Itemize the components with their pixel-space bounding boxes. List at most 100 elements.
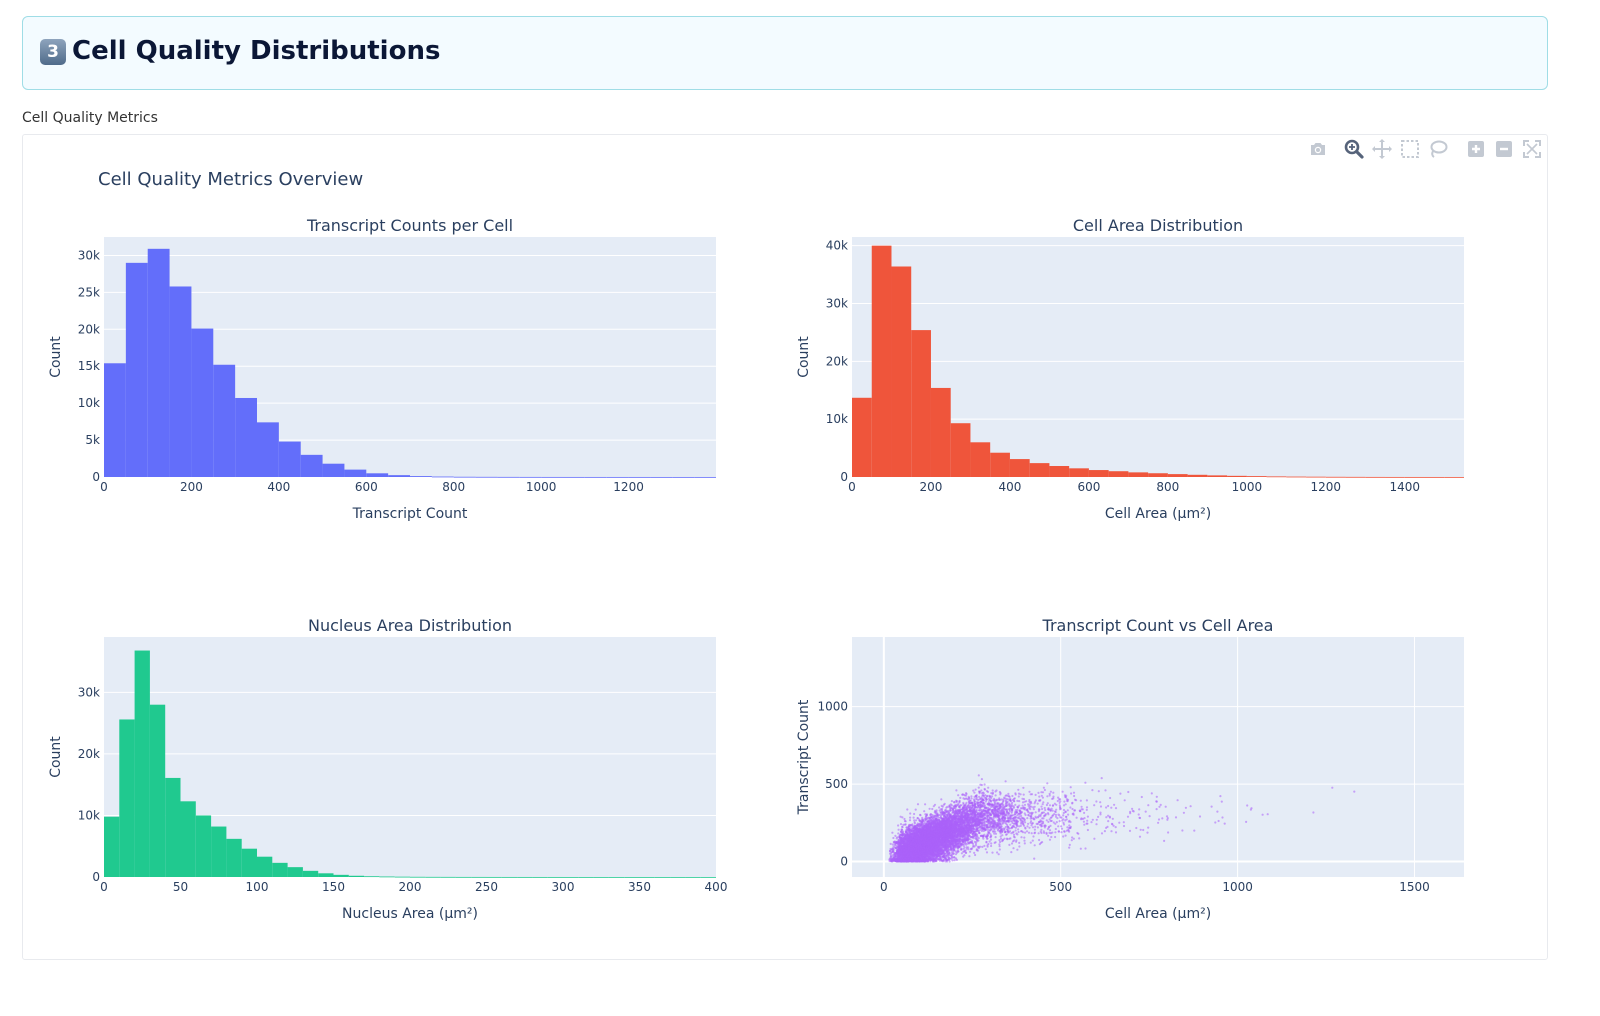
camera-icon[interactable] (1306, 137, 1330, 161)
scatter-point (1155, 795, 1158, 798)
scatter-point (888, 849, 892, 853)
histogram-bar (1187, 474, 1208, 477)
scatter-point (983, 783, 986, 786)
x-tick-label: 150 (322, 880, 345, 894)
scatter-point (1004, 799, 1008, 802)
histogram-bar (639, 876, 655, 878)
scatter-point (1022, 786, 1025, 789)
scatter-point (1137, 813, 1140, 816)
scatter-point (998, 845, 1001, 848)
scatter-point (1142, 828, 1145, 832)
histogram-bar (364, 876, 380, 878)
zoom-out-icon[interactable] (1492, 137, 1516, 161)
scatter-point (1012, 830, 1015, 834)
zoom-in-icon[interactable] (1464, 137, 1488, 161)
scatter-point (959, 796, 962, 800)
histogram-bar (235, 397, 257, 477)
scatter-point (1023, 842, 1026, 845)
histogram-bar (519, 476, 542, 478)
scatter-point (1078, 809, 1081, 812)
histogram-bar (497, 476, 520, 478)
scatter-point (1091, 818, 1094, 821)
y-axis-title: Count (796, 336, 812, 378)
scatter-point (1008, 808, 1011, 811)
histogram-bar (911, 330, 931, 477)
histogram-bar (211, 826, 227, 877)
scatter-point (1050, 835, 1053, 839)
autoscale-icon[interactable] (1520, 137, 1544, 161)
scatter-point (1014, 826, 1018, 829)
scatter-point (1127, 790, 1130, 794)
pan-icon[interactable] (1370, 137, 1394, 161)
scatter-point (1000, 827, 1004, 831)
scatter-point (1219, 795, 1222, 798)
scatter-point (1086, 822, 1089, 825)
scatter-point (902, 823, 905, 827)
scatter-point (1155, 808, 1158, 811)
x-tick-label: 600 (1077, 480, 1100, 494)
scatter-point (1011, 821, 1014, 825)
histogram-bar (1069, 468, 1089, 477)
scatter-point (1066, 800, 1069, 803)
lasso-select-icon[interactable] (1426, 137, 1450, 161)
subplot-title: Nucleus Area Distribution (308, 616, 512, 635)
scatter-point (1086, 815, 1089, 818)
scatter-point (981, 845, 984, 849)
scatter-point (1000, 837, 1003, 840)
x-tick-label: 200 (180, 480, 203, 494)
scatter-point (1054, 822, 1057, 825)
scatter-point (1114, 831, 1118, 834)
scatter-point (1157, 821, 1160, 824)
scatter-point (1009, 820, 1012, 823)
subplot-title: Transcript Counts per Cell (306, 216, 513, 235)
scatter-point (1004, 780, 1007, 783)
scatter-point (1055, 808, 1058, 811)
histogram-bar (1385, 476, 1405, 478)
scatter-point (940, 804, 943, 808)
scatter-point (995, 789, 998, 792)
histogram-bar (608, 876, 625, 878)
scatter-point (909, 812, 912, 815)
histogram-bar (147, 248, 170, 477)
x-axis-title: Transcript Count (352, 506, 468, 522)
scatter-point (1018, 804, 1021, 807)
histogram-bar (628, 476, 651, 478)
histogram-bar (547, 876, 563, 878)
scatter-point (983, 833, 986, 836)
histogram-bar (425, 876, 441, 878)
scatter-point (891, 843, 894, 846)
scatter-point (1039, 830, 1042, 833)
scatter-point (986, 790, 990, 794)
histogram-bar (1345, 476, 1366, 478)
scatter-point (936, 812, 939, 815)
scatter-point (1085, 799, 1088, 802)
scatter-point (1097, 790, 1100, 793)
scatter-point (984, 848, 987, 851)
box-select-icon[interactable] (1398, 137, 1422, 161)
scatter-point (1008, 795, 1011, 798)
section-title: Cell Quality Distributions (72, 36, 441, 66)
histogram-bar (852, 397, 872, 477)
scatter-point (1017, 830, 1020, 834)
scatter-point (957, 802, 960, 806)
scatter-point (897, 828, 900, 831)
scatter-point (1049, 790, 1052, 793)
scatter-point (1062, 808, 1066, 812)
scatter-point (1071, 807, 1074, 811)
zoom-icon[interactable] (1342, 137, 1366, 161)
scatter-point (899, 815, 902, 818)
histogram-bar (348, 875, 365, 877)
scatter-point (1024, 813, 1027, 817)
scatter-point (1073, 809, 1076, 812)
x-tick-label: 500 (1049, 880, 1072, 894)
histogram-bar (1128, 472, 1149, 477)
x-tick-label: 1000 (1222, 880, 1253, 894)
x-tick-label: 800 (442, 480, 465, 494)
scatter-point (1082, 820, 1085, 823)
scatter-point (1214, 821, 1217, 824)
scatter-point (1110, 830, 1113, 833)
scatter-point (1128, 829, 1132, 833)
scatter-point (1054, 835, 1057, 839)
histogram-bar (1009, 459, 1030, 477)
scatter-point (1069, 806, 1072, 809)
